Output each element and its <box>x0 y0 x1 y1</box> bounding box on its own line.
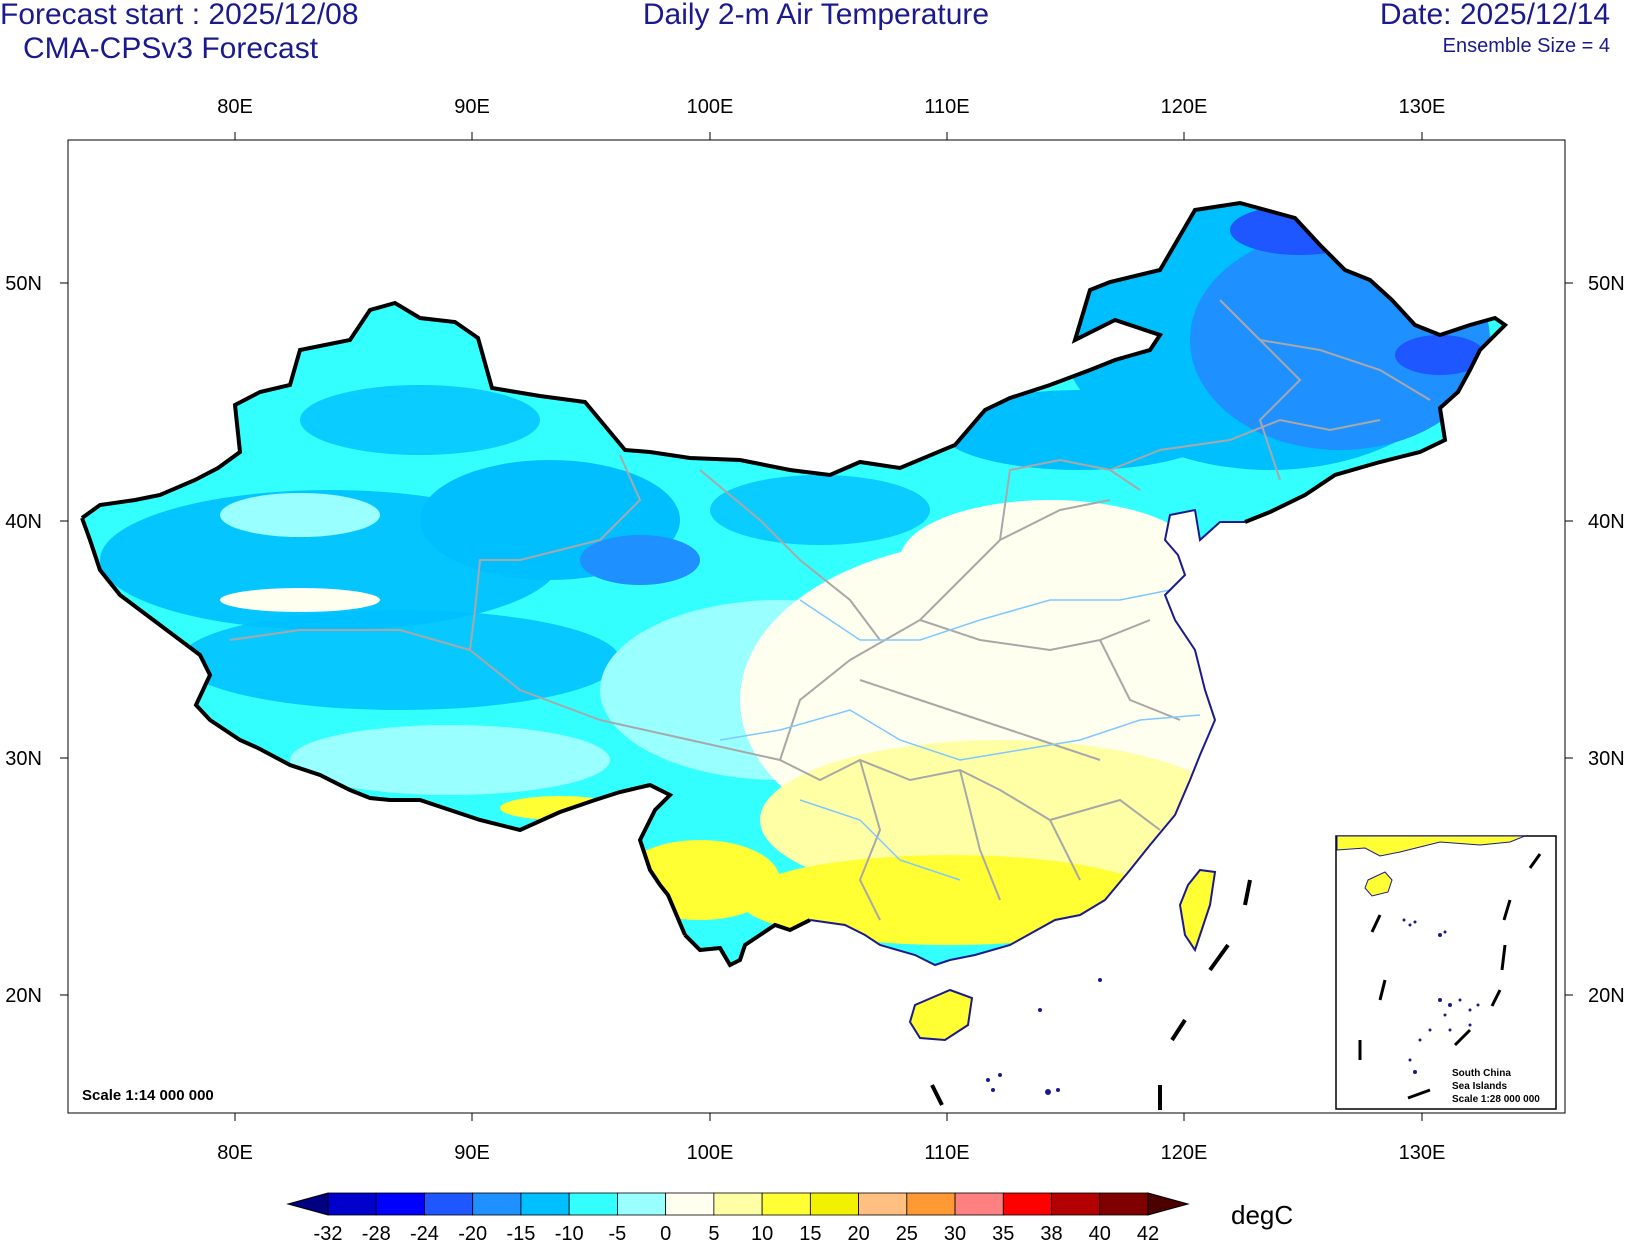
colorbar-min-arrow <box>286 1192 329 1216</box>
colorbar-box <box>520 1192 570 1216</box>
colorbar-box <box>761 1192 811 1216</box>
model-name-label: CMA-CPSv3 Forecast <box>23 32 319 65</box>
valid-date-label: Date: 2025/12/14 <box>1379 0 1610 31</box>
colorbar-labels: -32 -28 -24 -20 -15 -10 -5 0 5 10 15 20 25 30 35 38 40 42 <box>314 1223 1160 1241</box>
colorbar-box <box>424 1192 474 1216</box>
colorbar-box <box>375 1192 425 1216</box>
lon-label-bottom: 90E <box>454 1142 490 1164</box>
inset-label-line3: Scale 1:28 000 000 <box>1452 1094 1540 1105</box>
hainan-island <box>908 988 974 1042</box>
colorbar-level-label: -5 <box>609 1223 627 1241</box>
colorbar-box <box>568 1192 618 1216</box>
national-border-north <box>80 200 1509 524</box>
colorbar-level-label: 0 <box>660 1223 671 1241</box>
lon-label-top: 120E <box>1161 96 1208 118</box>
lat-label-right: 40N <box>1588 511 1625 533</box>
lon-label-top: 110E <box>924 96 969 118</box>
colorbar-level-label: 25 <box>896 1223 918 1241</box>
colorbar-max-arrow <box>1147 1192 1190 1216</box>
colorbar-level-label: 35 <box>992 1223 1014 1241</box>
colorbar-level-label: 42 <box>1137 1223 1159 1241</box>
left-lat-labels: 50N 40N 30N 20N <box>5 273 42 1007</box>
rivers <box>719 589 1201 881</box>
province-boundaries <box>229 299 1431 921</box>
maritime-dashes <box>930 879 1252 1110</box>
colorbar-box <box>906 1192 956 1216</box>
colorbar-level-label: -28 <box>362 1223 391 1241</box>
lat-label-left: 40N <box>5 511 42 533</box>
colorbar-level-label: 40 <box>1089 1223 1111 1241</box>
colorbar-box <box>327 1192 377 1216</box>
colorbar-level-label: 20 <box>847 1223 869 1241</box>
colorbar-level-label: 30 <box>944 1223 966 1241</box>
colorbar-box <box>1051 1192 1101 1216</box>
right-lat-labels: 50N 40N 30N 20N <box>1588 273 1625 1007</box>
national-border-south-west <box>80 517 687 936</box>
lon-label-bottom: 120E <box>1161 1142 1208 1164</box>
sea-islands <box>986 978 1102 1095</box>
national-border-south <box>683 918 811 968</box>
colorbar-box <box>1002 1192 1052 1216</box>
colorbar-box <box>954 1192 1004 1216</box>
colorbar-level-label: -24 <box>410 1223 439 1241</box>
lon-label-top: 80E <box>217 96 253 118</box>
colorbar-box <box>809 1192 859 1216</box>
inset-hainan <box>1364 871 1393 897</box>
lon-label-bottom: 100E <box>687 1142 734 1164</box>
axis-ticks <box>60 132 1573 1121</box>
colorbar-level-label: -32 <box>314 1223 343 1241</box>
colorbar-level-label: -20 <box>458 1223 487 1241</box>
lon-label-top: 100E <box>687 96 734 118</box>
colorbar-box <box>665 1192 715 1216</box>
inset-label-line1: South China <box>1452 1068 1511 1079</box>
colorbar-level-label: -15 <box>506 1223 535 1241</box>
chart-title: Daily 2-m Air Temperature <box>642 0 990 31</box>
lat-label-right: 20N <box>1588 985 1625 1007</box>
inset-label-line2: Sea Islands <box>1452 1081 1507 1092</box>
colorbar <box>286 1192 1190 1216</box>
lon-label-bottom: 110E <box>924 1142 969 1164</box>
lon-label-bottom: 80E <box>217 1142 253 1164</box>
ensemble-size-label: Ensemble Size = 4 <box>1442 35 1610 57</box>
colorbar-level-label: -10 <box>555 1223 584 1241</box>
lon-label-top: 130E <box>1399 96 1446 118</box>
south-china-sea-inset: South China Sea Islands Scale 1:28 000 0… <box>1335 835 1557 1110</box>
lat-label-left: 50N <box>5 273 42 295</box>
colorbar-box <box>617 1192 667 1216</box>
inset-frame <box>1335 835 1557 1110</box>
inset-mainland <box>1336 835 1526 857</box>
colorbar-unit-label: degC <box>1231 1200 1293 1230</box>
lat-label-right: 50N <box>1588 273 1625 295</box>
colorbar-box <box>713 1192 763 1216</box>
lon-label-bottom: 130E <box>1399 1142 1446 1164</box>
lat-label-right: 30N <box>1588 748 1625 770</box>
colorbar-box <box>1099 1192 1149 1216</box>
colorbar-level-label: 38 <box>1040 1223 1062 1241</box>
colorbar-box <box>858 1192 908 1216</box>
colorbar-level-label: 5 <box>708 1223 719 1241</box>
bottom-lon-labels: 80E 90E 100E 110E 120E 130E <box>217 1142 1445 1164</box>
forecast-start-label: Forecast start : 2025/12/08 <box>0 0 359 31</box>
map-scale-label: Scale 1:14 000 000 <box>82 1087 214 1104</box>
top-lon-labels: 80E 90E 100E 110E 120E 130E <box>217 96 1445 118</box>
lat-label-left: 30N <box>5 748 42 770</box>
lon-label-top: 90E <box>454 96 490 118</box>
colorbar-level-label: 15 <box>799 1223 821 1241</box>
coastline <box>809 508 1245 967</box>
colorbar-box <box>472 1192 522 1216</box>
colorbar-level-label: 10 <box>751 1223 773 1241</box>
lat-label-left: 20N <box>5 985 42 1007</box>
taiwan-island <box>1178 868 1217 953</box>
